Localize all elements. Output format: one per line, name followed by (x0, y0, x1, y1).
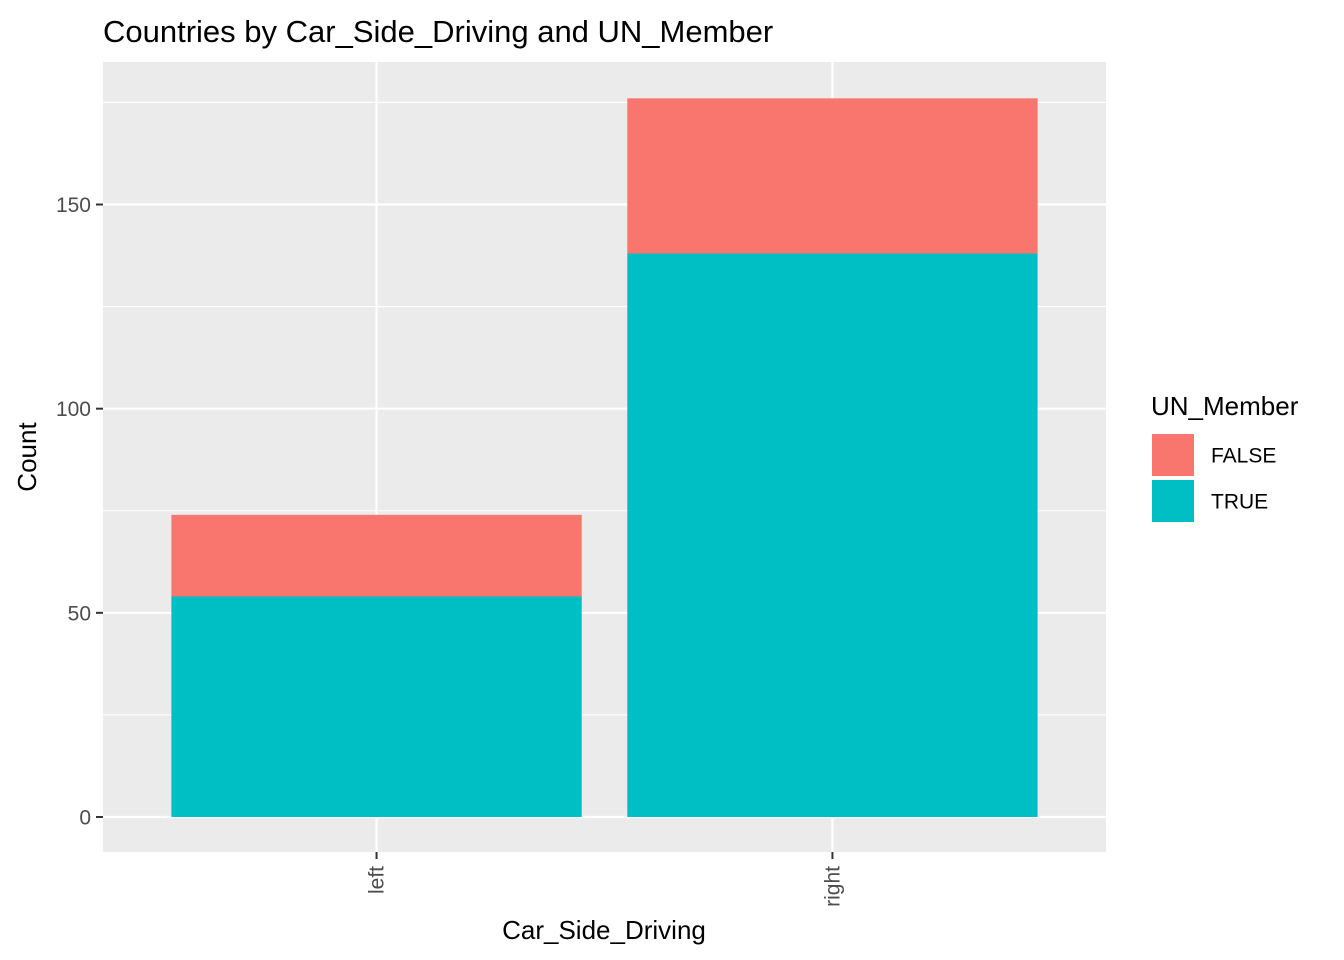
x-tick-label: right (821, 866, 844, 907)
legend-key-true (1152, 480, 1194, 522)
bar-right-true (627, 253, 1038, 817)
y-tick-label: 150 (56, 194, 91, 217)
legend-label-false: FALSE (1211, 445, 1276, 468)
y-axis-title: Count (12, 422, 42, 492)
x-axis: left right (366, 852, 844, 907)
legend: UN_Member FALSE TRUE (1151, 391, 1299, 522)
y-tick-label: 50 (68, 602, 91, 625)
y-axis: 0 50 100 150 (56, 194, 103, 830)
bar-right-false (627, 98, 1038, 254)
x-axis-title: Car_Side_Driving (502, 915, 706, 945)
bars (171, 98, 1038, 817)
legend-label-true: TRUE (1211, 491, 1268, 514)
chart-title: Countries by Car_Side_Driving and UN_Mem… (103, 14, 773, 49)
y-tick-label: 0 (79, 807, 91, 830)
legend-title: UN_Member (1151, 391, 1299, 421)
x-tick-label: left (366, 866, 389, 894)
legend-key-false (1152, 434, 1194, 476)
bar-left-true (171, 596, 582, 817)
y-tick-label: 100 (56, 398, 91, 421)
bar-left-false (171, 514, 582, 597)
